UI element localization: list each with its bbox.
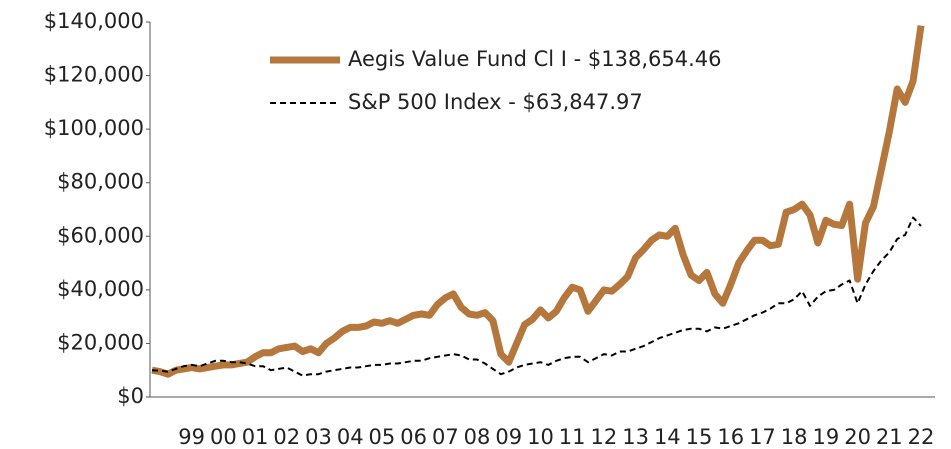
x-tick-label: 20 — [844, 425, 871, 449]
legend-label: Aegis Value Fund Cl I - $138,654.46 — [348, 47, 722, 71]
x-tick-label: 08 — [464, 425, 491, 449]
x-tick-label: 04 — [337, 425, 364, 449]
x-tick-label: 01 — [242, 425, 269, 449]
x-tick-label: 18 — [781, 425, 808, 449]
y-tick-label: $20,000 — [57, 330, 144, 354]
x-tick-label: 00 — [210, 425, 237, 449]
y-tick-label: $40,000 — [57, 277, 144, 301]
y-tick-label: $60,000 — [57, 223, 144, 247]
y-tick-label: $0 — [117, 384, 144, 408]
x-tick-label: 13 — [622, 425, 649, 449]
y-tick-label: $120,000 — [44, 63, 144, 87]
x-tick-label: 19 — [812, 425, 839, 449]
x-tick-label: 99 — [178, 425, 205, 449]
series-line — [151, 216, 922, 377]
x-tick-label: 15 — [686, 425, 713, 449]
x-tick-label: 10 — [527, 425, 554, 449]
x-tick-label: 14 — [654, 425, 681, 449]
x-tick-label: 06 — [400, 425, 427, 449]
x-tick-label: 05 — [369, 425, 396, 449]
legend-label: S&P 500 Index - $63,847.97 — [348, 90, 643, 114]
series-line — [151, 25, 925, 378]
y-tick-label: $140,000 — [44, 9, 144, 33]
x-tick-label: 16 — [717, 425, 744, 449]
x-tick-label: 17 — [749, 425, 776, 449]
x-tick-label: 11 — [559, 425, 586, 449]
x-tick-label: 03 — [305, 425, 332, 449]
x-tick-label: 02 — [273, 425, 300, 449]
x-tick-label: 12 — [591, 425, 618, 449]
x-tick-label: 07 — [432, 425, 459, 449]
y-tick-label: $80,000 — [57, 170, 144, 194]
x-tick-label: 21 — [876, 425, 903, 449]
x-tick-label: 09 — [495, 425, 522, 449]
x-tick-label: 22 — [908, 425, 935, 449]
y-tick-label: $100,000 — [44, 116, 144, 140]
